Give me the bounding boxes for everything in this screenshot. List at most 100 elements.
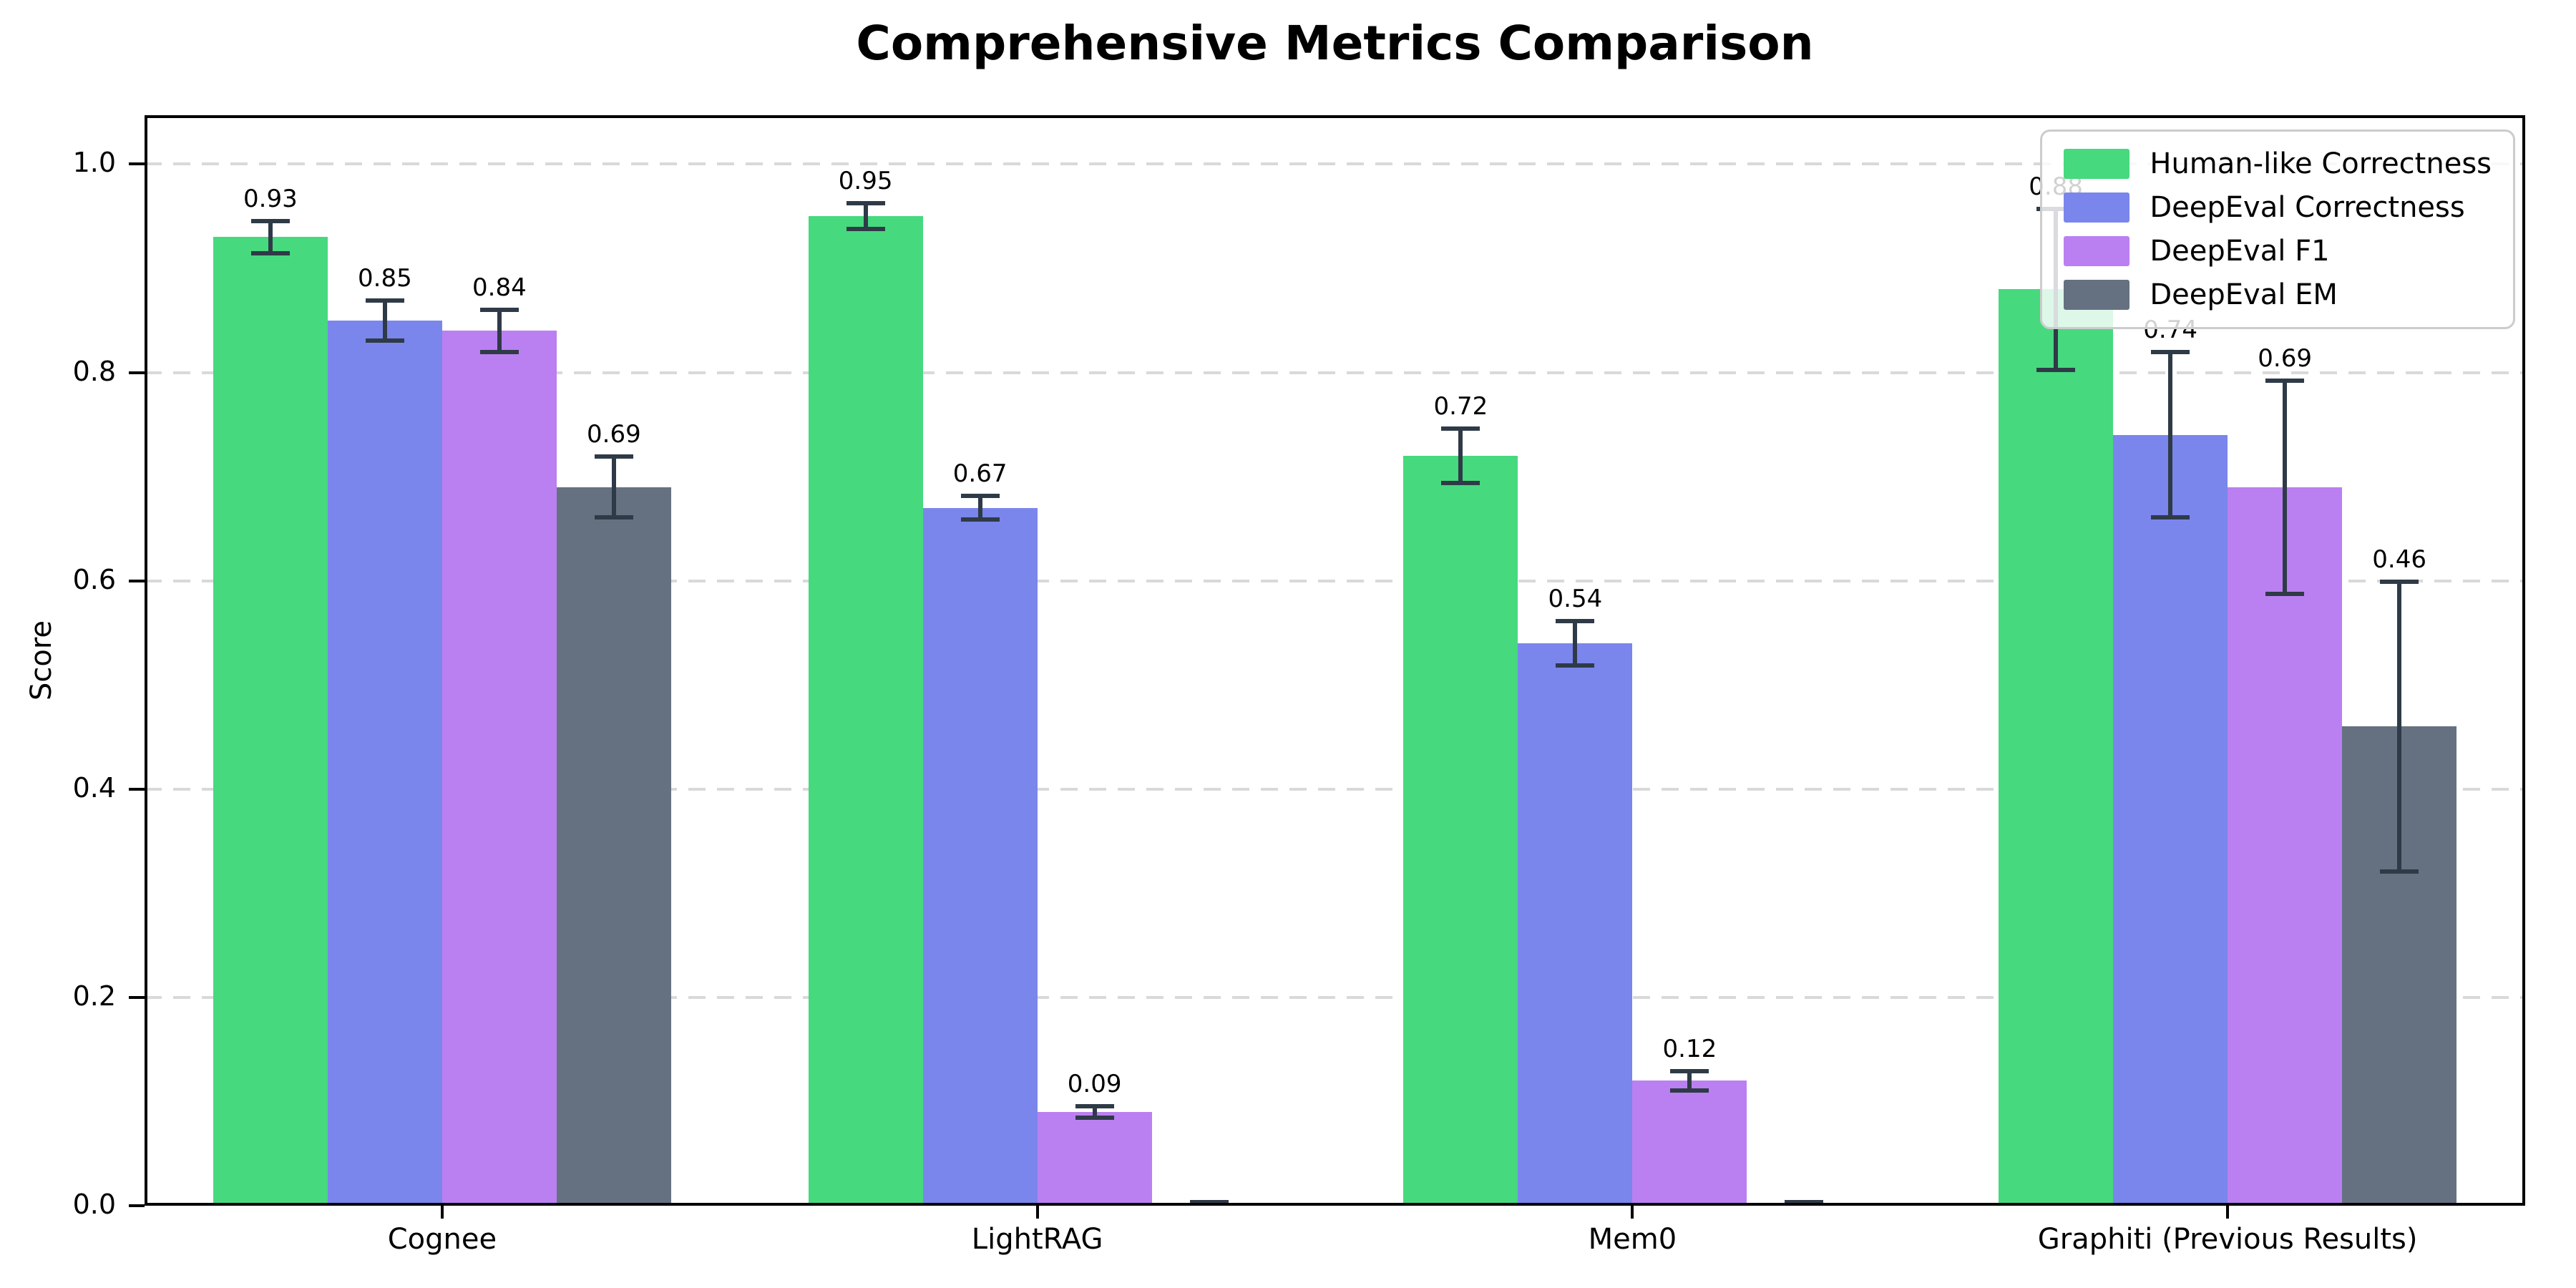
error-bar [611,455,616,519]
legend-swatch [2064,149,2130,179]
error-bar [1573,620,1578,666]
error-bar-cap [1556,663,1595,668]
bar-value-label: 0.67 [952,459,1008,489]
gridline [145,579,2525,582]
error-bar-cap [594,454,633,459]
error-bar-cap [2380,579,2419,584]
legend-label: Human-like Correctness [2150,147,2492,180]
error-bar-cap [250,250,290,255]
plot-area: 0.93 0.85 0.84 0.69 0.95 0.67 0.09 0.72 0.54 0.12… [73,115,2525,1256]
y-tick-label: 0.8 [72,355,116,387]
error-bar [268,220,273,254]
x-tick-mark [1631,1206,1634,1219]
bar [922,507,1038,1206]
bar-value-label: 0.84 [472,273,527,302]
error-bar-cap [1075,1115,1114,1120]
error-bar-cap [1441,426,1480,431]
x-tick-label: Graphiti (Previous Results) [2037,1223,2418,1256]
error-bar-cap [479,307,519,312]
error-bar-cap [846,201,885,206]
gridline [145,787,2525,791]
legend-item: DeepEval F1 [2064,235,2492,268]
bar [808,216,923,1206]
y-tick-mark [129,371,145,374]
legend-swatch [2064,236,2130,266]
error-bar-cap [1670,1068,1709,1073]
error-bar-cap [479,349,519,354]
bar [556,487,671,1206]
error-bar-cap [2265,378,2305,383]
bar [441,331,557,1206]
error-bar-cap [2151,515,2190,520]
bar-value-label: 0.95 [838,167,893,196]
y-tick-mark [129,579,145,582]
error-bar [2168,351,2173,519]
error-bar-cap [594,515,633,520]
error-bar [1458,427,1463,484]
legend-item: DeepEval Correctness [2064,191,2492,224]
error-bar-cap [2036,367,2076,372]
error-bar-cap [1189,1200,1229,1205]
error-bar [497,308,502,353]
bar [1999,289,2114,1206]
bar [2228,487,2343,1206]
bar-value-label: 0.72 [1433,391,1488,421]
y-tick-label: 1.0 [72,147,116,179]
chart-title: Comprehensive Metrics Comparison [856,16,1814,71]
error-bar-cap [1556,618,1595,623]
error-bar-cap [1785,1200,1824,1205]
error-bar [863,203,868,230]
x-tick-mark [440,1206,444,1219]
x-tick-mark [2226,1206,2230,1219]
error-bar-cap [960,517,1000,522]
error-bar-cap [1075,1104,1114,1109]
y-tick-label: 0.2 [72,980,116,1012]
error-bar [1687,1070,1692,1091]
bar [1632,1080,1747,1206]
error-bar-cap [1441,481,1480,486]
legend-item: Human-like Correctness [2064,147,2492,180]
error-bar-cap [2265,591,2305,596]
y-tick-mark [129,162,145,166]
error-bar-cap [365,338,404,343]
bar [1037,1112,1152,1206]
gridline [145,162,2525,166]
error-bar-cap [2380,869,2419,874]
x-tick-label: Mem0 [1588,1223,1677,1256]
error-bar-cap [365,298,404,303]
error-bar-cap [250,219,290,223]
legend: Human-like Correctness DeepEval Correctne… [2040,130,2515,329]
gridline [145,371,2525,374]
y-tick-mark [129,1204,145,1207]
y-tick-label: 0.0 [72,1189,116,1220]
bar [2113,434,2228,1206]
error-bar [2283,379,2288,595]
y-tick-mark [129,787,145,791]
gridline [145,995,2525,999]
legend-swatch [2064,192,2130,223]
bar-value-label: 0.85 [358,263,412,293]
x-tick-label: LightRAG [971,1223,1103,1256]
x-tick-mark [1035,1206,1039,1219]
error-bar [2397,580,2402,873]
y-axis-label: Score [25,620,58,701]
bar [327,320,442,1206]
bar-value-label: 0.69 [587,419,641,449]
error-bar [977,495,982,521]
error-bar-cap [1670,1088,1709,1093]
bar [1518,643,1633,1206]
bar-value-label: 0.09 [1067,1070,1122,1099]
y-tick-mark [129,995,145,999]
error-bar [382,299,387,341]
legend-item: DeepEval EM [2064,278,2492,311]
error-bar-cap [2151,350,2190,355]
error-bar [1092,1106,1097,1118]
legend-swatch [2064,280,2130,310]
bar-value-label: 0.54 [1548,584,1603,613]
bar [1403,455,1518,1206]
error-bar-cap [960,494,1000,499]
bar-value-label: 0.46 [2372,545,2426,574]
bar-value-label: 0.93 [243,185,298,213]
legend-label: DeepEval EM [2150,278,2338,311]
